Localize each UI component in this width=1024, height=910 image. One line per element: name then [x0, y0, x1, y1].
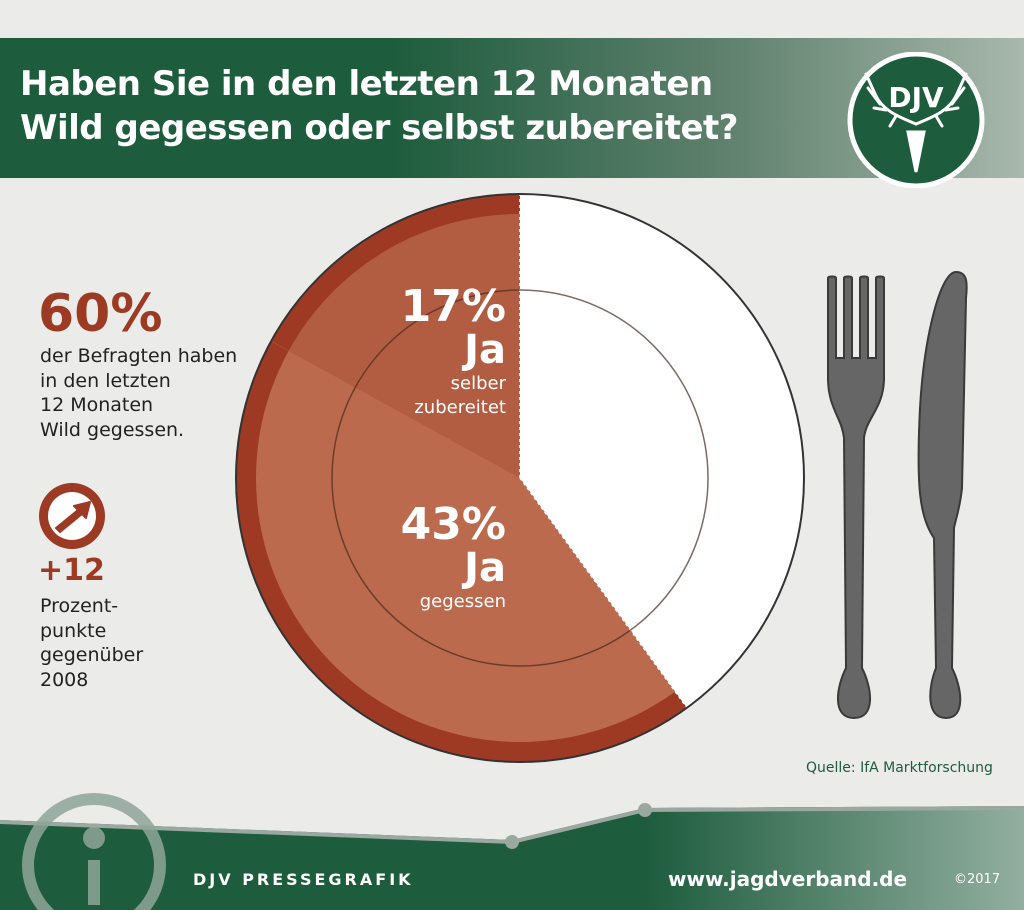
delta-value: +12	[38, 553, 105, 588]
slice-pct: 17%	[400, 281, 506, 332]
top-strip	[0, 0, 1024, 38]
big-stat-text: der Befragten haben in den letzten 12 Mo…	[40, 344, 237, 442]
knife-icon	[917, 270, 968, 720]
plate-inner-ring	[331, 289, 709, 667]
antlers-icon	[864, 72, 968, 173]
slice-pct: 43%	[400, 499, 506, 550]
slice-ja: Ja	[464, 327, 506, 373]
pie-slice	[288, 214, 520, 478]
big-stat-line: 12 Monaten	[40, 394, 154, 416]
big-stat-line: Wild gegessen.	[40, 418, 185, 441]
logo-text: DJV	[888, 81, 944, 114]
footer-url-link[interactable]: www.jagdverband.de	[668, 867, 908, 891]
big-stat-line: der Befragten haben	[40, 345, 238, 367]
slice-sub: selber	[450, 373, 506, 394]
delta-line: Prozent-	[40, 595, 119, 617]
footer-copyright: ©2017	[954, 872, 1001, 887]
slice-ja: Ja	[464, 545, 506, 591]
title-line-2: Wild gegessen oder selbst zubereitet?	[20, 108, 739, 148]
fork-icon	[827, 275, 885, 720]
logo-ring	[847, 52, 985, 188]
info-icon	[22, 793, 166, 910]
footer-press-label: DJV PRESSEGRAFIK	[193, 870, 414, 889]
delta-text: Prozent- punkte gegenüber 2008	[40, 594, 143, 692]
pie-slice	[256, 350, 676, 743]
source-note: Quelle: IfA Marktforschung	[806, 760, 993, 776]
footer-band	[0, 793, 1024, 910]
slice-layer	[236, 194, 688, 762]
delta-line: punkte	[40, 619, 107, 642]
big-stat-line: in den letzten	[40, 369, 171, 392]
slice-sub: zubereitet	[414, 397, 506, 418]
delta-line: 2008	[40, 668, 89, 691]
arrow-up-right-icon	[39, 483, 105, 549]
djv-logo: DJV	[847, 52, 985, 188]
page-title: Haben Sie in den letzten 12 Monaten Wild…	[20, 62, 739, 150]
big-stat: 60%	[38, 284, 163, 344]
plate-outline	[235, 193, 805, 763]
title-line-1: Haben Sie in den letzten 12 Monaten	[20, 64, 713, 104]
slice-divider	[519, 477, 688, 709]
delta-line: gegenüber	[40, 644, 144, 666]
cutlery-icon	[827, 270, 968, 720]
slice-sub: gegessen	[419, 591, 506, 612]
